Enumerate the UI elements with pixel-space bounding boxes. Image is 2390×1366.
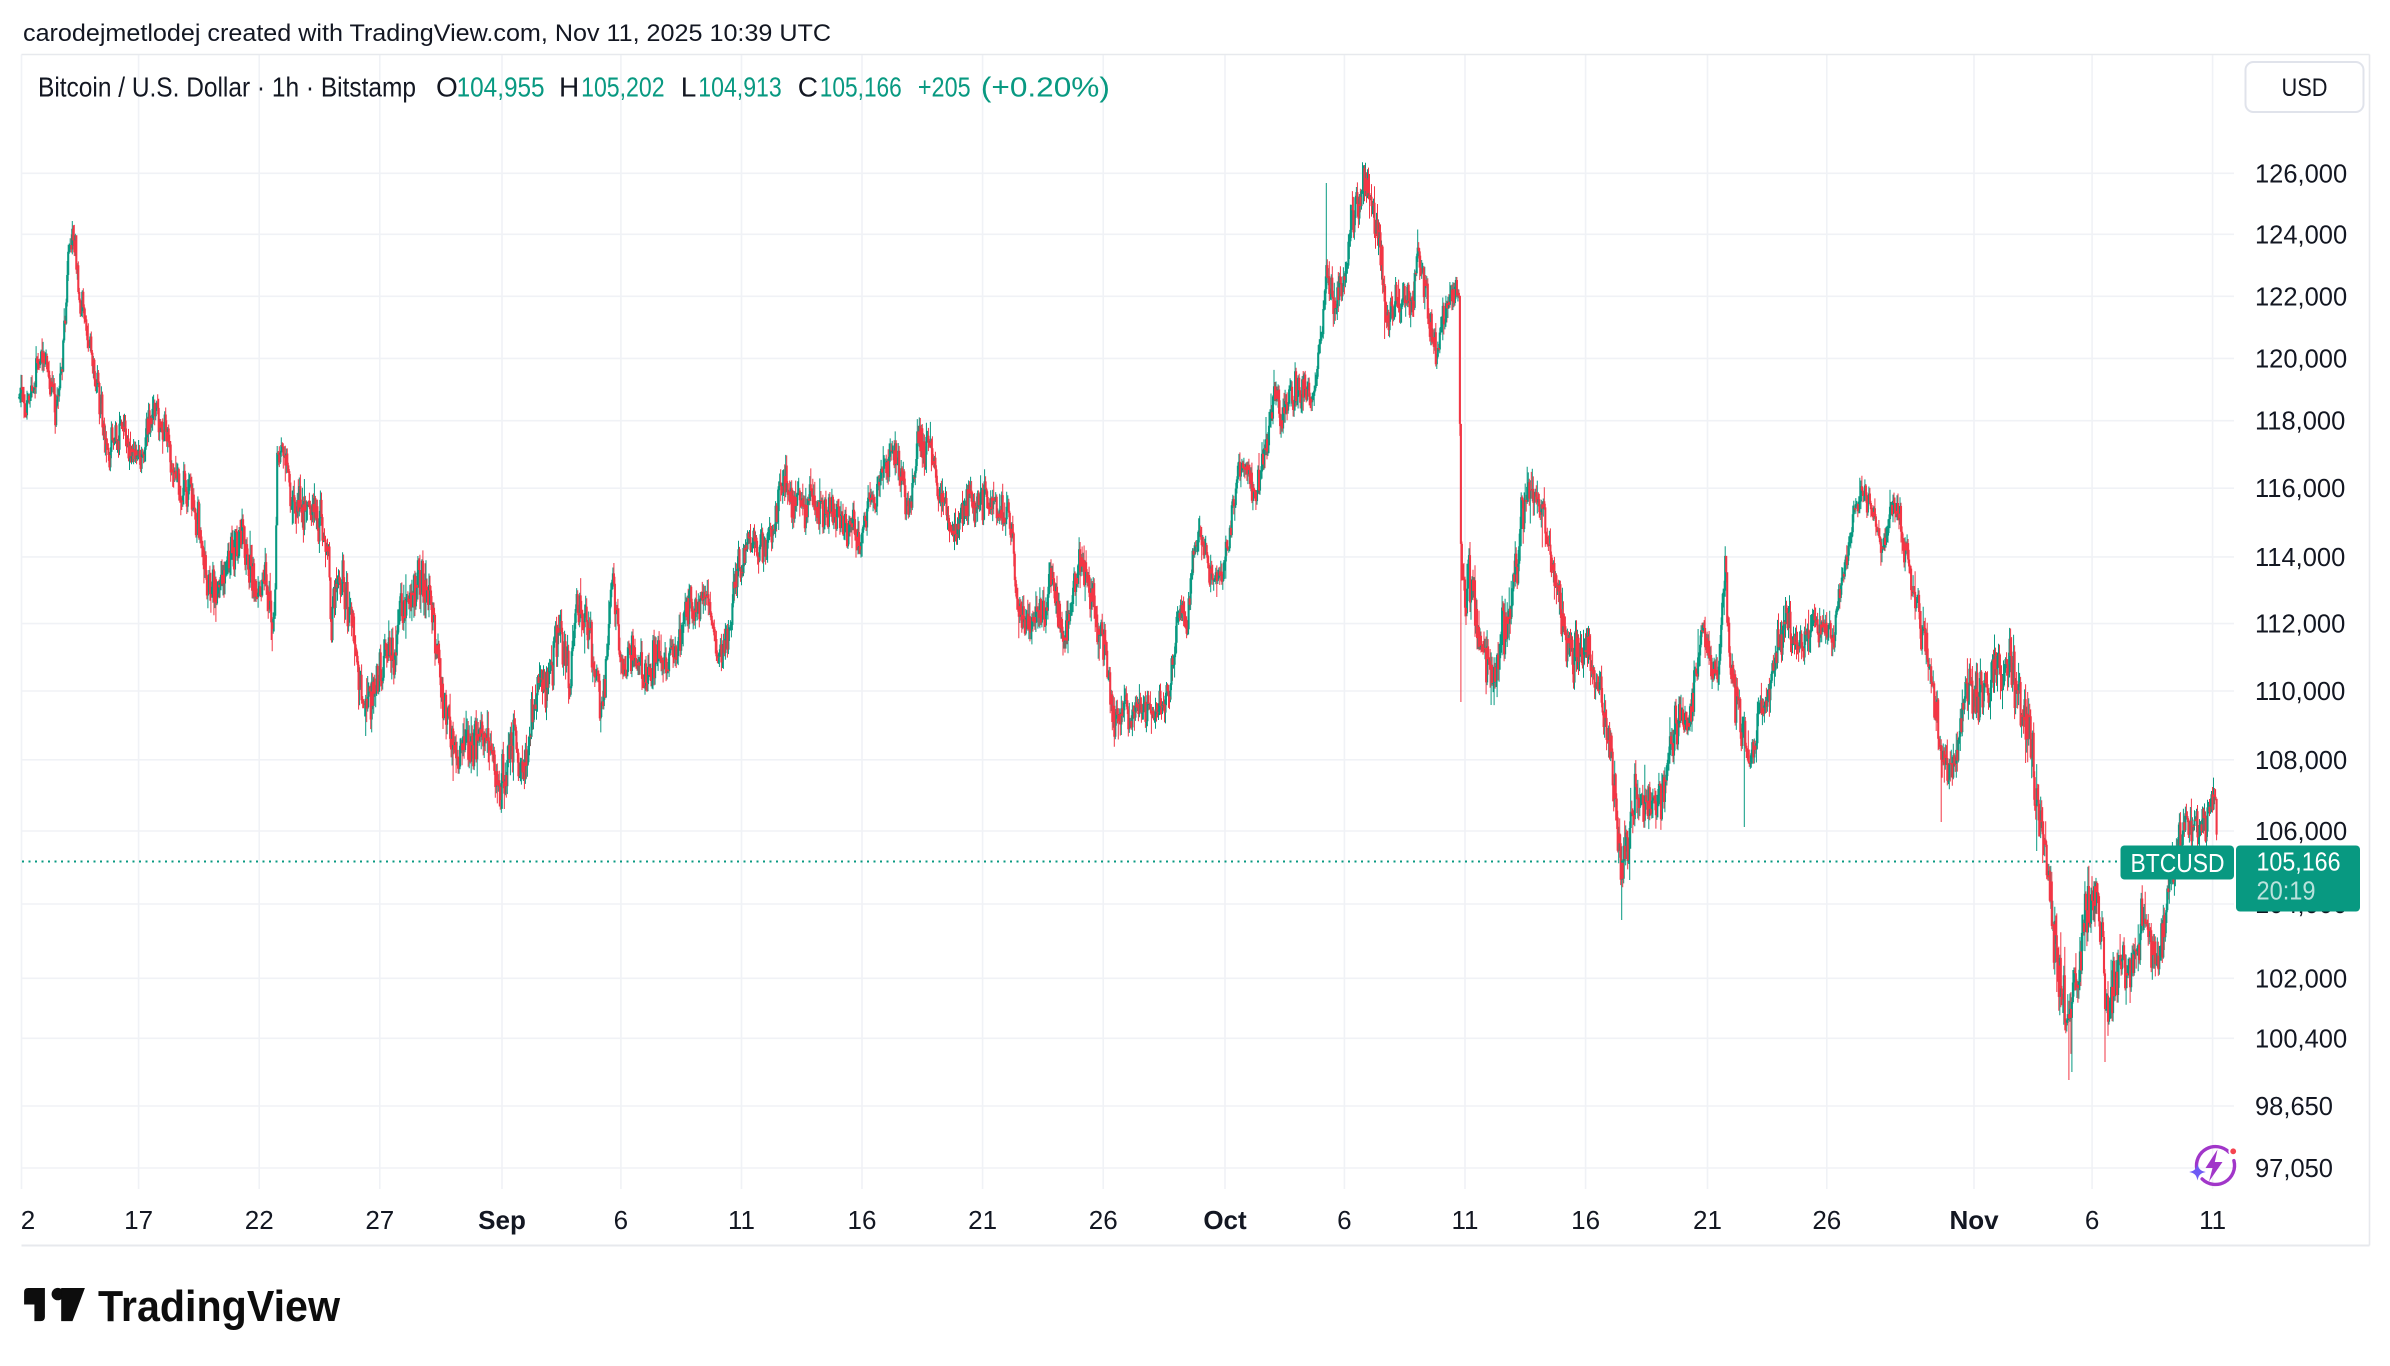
svg-text:6: 6 <box>2085 1205 2099 1235</box>
svg-text:11: 11 <box>2199 1205 2226 1235</box>
svg-text:BTCUSD: BTCUSD <box>2131 848 2225 878</box>
svg-text:20:19: 20:19 <box>2257 878 2316 906</box>
svg-text:100,400: 100,400 <box>2255 1025 2347 1053</box>
svg-text:22: 22 <box>245 1205 274 1235</box>
svg-text:16: 16 <box>848 1205 877 1235</box>
svg-text:Sep: Sep <box>478 1205 526 1235</box>
svg-text:118,000: 118,000 <box>2255 408 2345 436</box>
svg-text:114,000: 114,000 <box>2255 544 2345 572</box>
svg-text:(+0.20%): (+0.20%) <box>981 72 1110 103</box>
svg-text:126,000: 126,000 <box>2255 160 2347 188</box>
svg-text:116,000: 116,000 <box>2255 475 2345 503</box>
svg-text:104,913: 104,913 <box>698 72 781 103</box>
svg-text:USD: USD <box>2282 74 2328 102</box>
svg-text:C: C <box>798 72 818 103</box>
svg-text:carodejmetlodej created with T: carodejmetlodej created with TradingView… <box>23 20 831 47</box>
svg-text:6: 6 <box>614 1205 628 1235</box>
svg-text:H: H <box>559 72 579 103</box>
svg-text:98,650: 98,650 <box>2255 1093 2333 1121</box>
svg-text:2: 2 <box>21 1205 35 1235</box>
svg-text:21: 21 <box>968 1205 997 1235</box>
svg-text:27: 27 <box>365 1205 394 1235</box>
svg-text:97,050: 97,050 <box>2255 1155 2333 1183</box>
svg-text:16: 16 <box>1571 1205 1600 1235</box>
svg-text:O: O <box>436 72 458 103</box>
svg-text:105,166: 105,166 <box>2257 849 2341 877</box>
svg-text:102,000: 102,000 <box>2255 965 2347 993</box>
svg-text:11: 11 <box>1452 1205 1479 1235</box>
svg-text:108,000: 108,000 <box>2255 747 2347 775</box>
svg-text:106,000: 106,000 <box>2255 818 2347 846</box>
svg-text:122,000: 122,000 <box>2255 283 2347 311</box>
svg-text:112,000: 112,000 <box>2255 611 2345 639</box>
svg-text:6: 6 <box>1337 1205 1351 1235</box>
svg-text:110,000: 110,000 <box>2255 678 2345 706</box>
svg-text:L: L <box>681 72 697 103</box>
svg-text:Oct: Oct <box>1203 1205 1247 1235</box>
svg-text:Bitcoin / U.S. Dollar · 1h · B: Bitcoin / U.S. Dollar · 1h · Bitstamp <box>38 72 416 103</box>
svg-text:104,955: 104,955 <box>457 72 545 103</box>
svg-text:Nov: Nov <box>1949 1205 1999 1235</box>
svg-text:26: 26 <box>1812 1205 1841 1235</box>
svg-text:26: 26 <box>1089 1205 1118 1235</box>
svg-text:21: 21 <box>1693 1205 1722 1235</box>
svg-text:17: 17 <box>124 1205 153 1235</box>
svg-text:11: 11 <box>728 1205 755 1235</box>
svg-text:120,000: 120,000 <box>2255 345 2347 373</box>
svg-text:124,000: 124,000 <box>2255 221 2347 249</box>
svg-text:+205: +205 <box>918 72 971 103</box>
svg-text:105,202: 105,202 <box>581 72 665 103</box>
svg-text:TradingView: TradingView <box>98 1282 341 1331</box>
svg-text:105,166: 105,166 <box>820 72 902 103</box>
